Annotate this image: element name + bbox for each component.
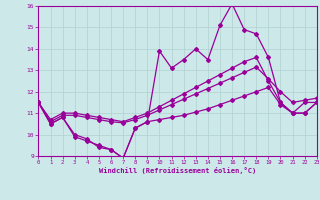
X-axis label: Windchill (Refroidissement éolien,°C): Windchill (Refroidissement éolien,°C): [99, 167, 256, 174]
